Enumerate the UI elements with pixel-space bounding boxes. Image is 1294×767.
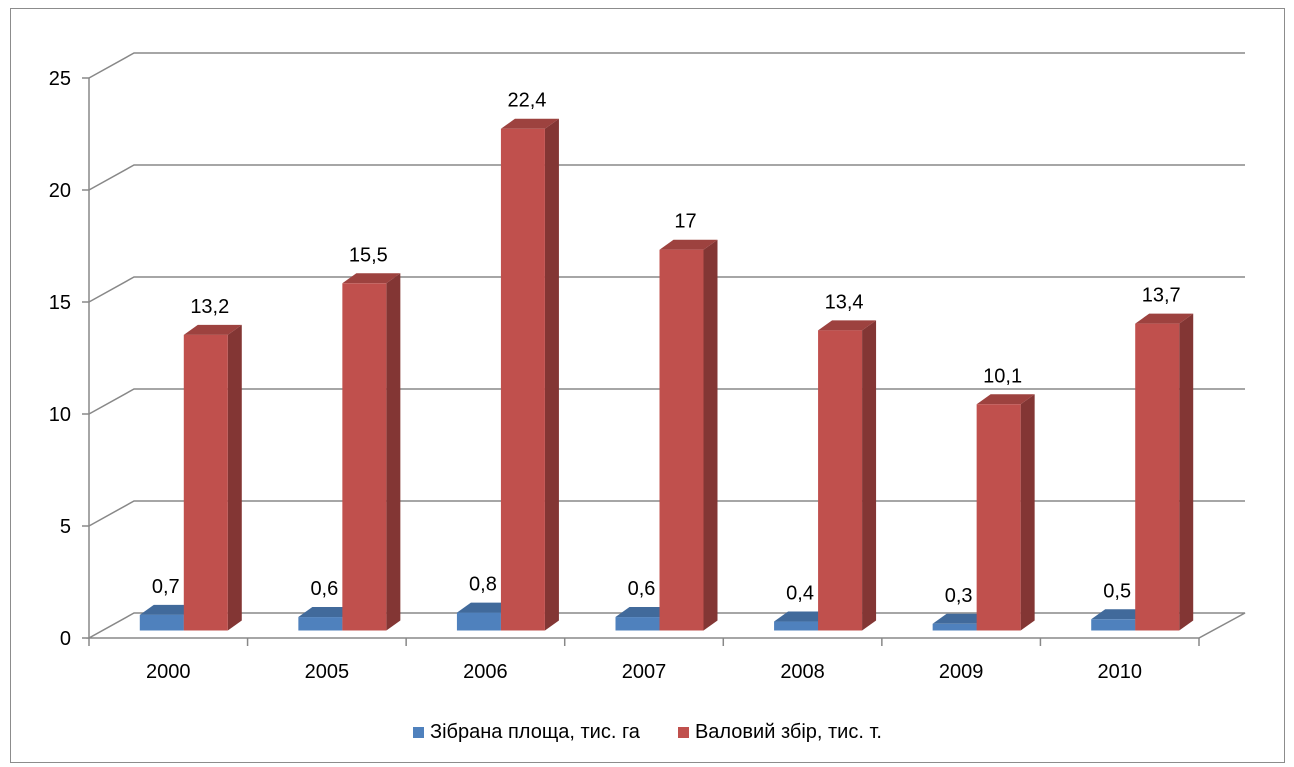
bar-top xyxy=(298,607,357,618)
bar-side xyxy=(1020,394,1035,631)
legend-item-series-2: Валовий збір, тис. т. xyxy=(677,721,882,744)
bar-top xyxy=(183,324,242,335)
y-tick-label: 20 xyxy=(49,180,71,202)
legend-label-series-1: Зібрана площа, тис. га xyxy=(430,721,640,743)
bar-side xyxy=(703,239,718,631)
data-label-series-2: 13,7 xyxy=(1142,285,1181,307)
gridline xyxy=(88,164,1245,191)
bar-front xyxy=(500,128,545,631)
legend-item-series-1: Зібрана площа, тис. га xyxy=(413,721,640,744)
x-tick-label: 2006 xyxy=(463,661,508,683)
y-axis-ticks: 0 5 10 15 20 25 xyxy=(49,68,89,650)
bar-front xyxy=(1091,619,1136,631)
data-label-series-1: 0,5 xyxy=(1103,580,1131,602)
bar-series-2-2010 xyxy=(1135,313,1194,631)
bar-front xyxy=(1135,323,1180,631)
bar-side xyxy=(1179,313,1194,631)
bar-side xyxy=(862,320,877,631)
chart-walls xyxy=(86,78,1246,639)
bar-top xyxy=(976,394,1035,405)
bar-top xyxy=(342,273,401,284)
data-label-series-1: 0,4 xyxy=(786,583,814,605)
y-tick-label: 15 xyxy=(49,292,71,314)
bar-top xyxy=(500,118,559,129)
bar-front xyxy=(932,623,977,631)
x-tick-label: 2008 xyxy=(780,661,825,683)
bar-top xyxy=(932,613,991,624)
bar-top xyxy=(774,611,833,622)
legend-swatch-series-1 xyxy=(413,727,425,738)
bar-series-2-2007 xyxy=(659,239,718,631)
bar-front xyxy=(615,617,660,631)
bar-top xyxy=(615,607,674,618)
x-tick-label: 2010 xyxy=(1097,661,1142,683)
bar-series-2-2008 xyxy=(818,320,877,631)
x-tick-label: 2009 xyxy=(939,661,984,683)
bar-side xyxy=(227,324,242,631)
data-label-series-2: 13,4 xyxy=(825,291,864,313)
legend-label-series-2: Валовий збір, тис. т. xyxy=(694,721,882,743)
gridline xyxy=(88,276,1245,303)
bar-top xyxy=(1091,609,1150,620)
bar-top xyxy=(456,602,515,613)
x-tick-label: 2007 xyxy=(622,661,667,683)
data-label-series-1: 0,3 xyxy=(945,585,973,607)
floor xyxy=(86,612,1246,639)
data-label-series-1: 0,8 xyxy=(469,574,497,596)
data-label-series-2: 13,2 xyxy=(190,296,229,318)
x-tick-label: 2000 xyxy=(146,661,191,683)
data-label-series-2: 17 xyxy=(674,211,696,233)
data-label-series-1: 0,6 xyxy=(310,578,338,600)
bar-side xyxy=(544,118,559,631)
x-tick-label: 2005 xyxy=(305,661,350,683)
bar-top xyxy=(818,320,877,331)
data-label-series-2: 10,1 xyxy=(983,365,1022,387)
data-label-series-2: 22,4 xyxy=(507,90,546,112)
data-label-series-1: 0,7 xyxy=(152,576,180,598)
gridline xyxy=(88,52,1245,79)
bar-front xyxy=(976,404,1021,631)
y-tick-label: 0 xyxy=(60,628,71,650)
bar-front xyxy=(659,249,704,631)
bar-front xyxy=(183,334,228,631)
bar-top xyxy=(1135,313,1194,324)
data-labels: 0,7 13,2 0,6 15,5 0,8 22,4 0,6 17 0,4 13,4 0,3 10,1… xyxy=(152,90,1181,607)
bar-front xyxy=(818,330,863,631)
y-tick-label: 10 xyxy=(49,404,71,426)
bar-series-2-2006 xyxy=(500,118,559,631)
bar-top xyxy=(659,239,718,250)
bar-series-2-2005 xyxy=(342,273,401,631)
bar-series-2-2000 xyxy=(183,324,242,631)
legend: Зібрана площа, тис. га Валовий збір, тис… xyxy=(11,721,1284,744)
chart-frame: 0 5 10 15 20 25 2000 2005 2006 2007 2008 2009 2010 … xyxy=(10,8,1285,763)
y-tick-label: 5 xyxy=(60,516,71,538)
bar-series-2-2009 xyxy=(976,394,1035,631)
bars xyxy=(139,118,1194,631)
gridlines xyxy=(88,52,1245,527)
bar-side xyxy=(386,273,401,631)
legend-swatch-series-2 xyxy=(677,727,689,738)
bar-front xyxy=(456,612,501,631)
bar-front xyxy=(298,617,343,631)
bar-top xyxy=(139,604,198,615)
bar-front xyxy=(139,614,184,631)
y-tick-label: 25 xyxy=(49,68,71,90)
bar-front xyxy=(774,621,819,631)
x-axis-ticks: 2000 2005 2006 2007 2008 2009 2010 xyxy=(88,638,1200,683)
data-label-series-2: 15,5 xyxy=(349,244,388,266)
bar-front xyxy=(342,283,387,631)
data-label-series-1: 0,6 xyxy=(628,578,656,600)
